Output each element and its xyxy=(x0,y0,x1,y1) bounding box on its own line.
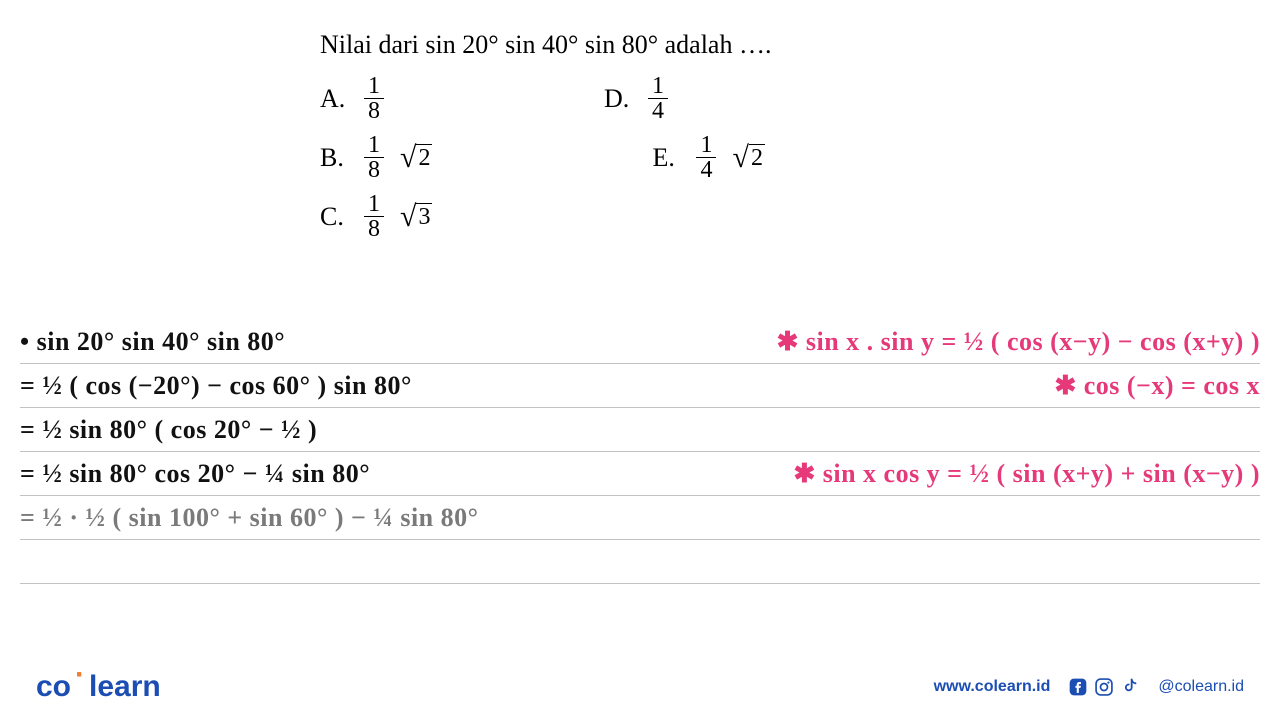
option-e-den: 4 xyxy=(696,158,716,182)
work-row: = ½ ( cos (−20°) − cos 60° ) sin 80° ✱ co… xyxy=(20,371,1260,401)
work-line: = ½ · ½ ( sin 100° + sin 60° ) − ¼ sin 8… xyxy=(20,496,1260,540)
work-left: = ½ ( cos (−20°) − cos 60° ) sin 80° xyxy=(20,371,412,401)
option-c-label: C. xyxy=(320,202,348,232)
work-row: = ½ sin 80° ( cos 20° − ½ ) xyxy=(20,415,1260,445)
work-line: = ½ ( cos (−20°) − cos 60° ) sin 80° ✱ co… xyxy=(20,364,1260,408)
tiktok-icon xyxy=(1120,677,1140,697)
problem-block: Nilai dari sin 20° sin 40° sin 80° adala… xyxy=(320,30,1040,241)
option-row-2: B. 1 8 √ 2 E. 1 4 xyxy=(320,133,1040,182)
option-c-den: 8 xyxy=(364,217,384,241)
work-area: • sin 20° sin 40° sin 80° ✱ sin x . sin y… xyxy=(20,320,1260,584)
option-d-num: 1 xyxy=(648,74,668,99)
option-a-den: 8 xyxy=(364,99,384,123)
work-row: = ½ · ½ ( sin 100° + sin 60° ) − ¼ sin 8… xyxy=(20,503,1260,533)
work-line: = ½ sin 80° cos 20° − ¼ sin 80° ✱ sin x c… xyxy=(20,452,1260,496)
work-line: = ½ sin 80° ( cos 20° − ½ ) xyxy=(20,408,1260,452)
work-left: = ½ sin 80° ( cos 20° − ½ ) xyxy=(20,415,317,445)
option-d-den: 4 xyxy=(648,99,668,123)
radical-icon: √ xyxy=(732,146,748,170)
option-b-num: 1 xyxy=(364,133,384,158)
option-row-3: C. 1 8 √ 3 xyxy=(320,192,1040,241)
problem-text: Nilai dari sin 20° sin 40° sin 80° adala… xyxy=(320,30,1040,60)
social-icons xyxy=(1068,677,1140,697)
option-c-sqrt: √ 3 xyxy=(400,203,432,231)
option-c-frac: 1 8 xyxy=(364,192,384,241)
option-d-frac: 1 4 xyxy=(648,74,668,123)
work-left: = ½ sin 80° cos 20° − ¼ sin 80° xyxy=(20,459,370,489)
option-row-1: A. 1 8 D. 1 4 xyxy=(320,74,1040,123)
option-e-radicand: 2 xyxy=(749,144,765,172)
option-e-frac: 1 4 xyxy=(696,133,716,182)
option-e-sqrt: √ 2 xyxy=(732,144,764,172)
footer-right: www.colearn.id @colearn.id xyxy=(934,677,1244,697)
option-e-label: E. xyxy=(652,143,680,173)
footer-url: www.colearn.id xyxy=(934,678,1051,696)
work-left: = ½ · ½ ( sin 100° + sin 60° ) − ¼ sin 8… xyxy=(20,503,479,533)
work-line: • sin 20° sin 40° sin 80° ✱ sin x . sin y… xyxy=(20,320,1260,364)
work-right: ✱ sin x . sin y = ½ ( cos (x−y) − cos (x… xyxy=(777,327,1260,357)
option-a: A. 1 8 xyxy=(320,74,384,123)
option-b: B. 1 8 √ 2 xyxy=(320,133,432,182)
option-c-radicand: 3 xyxy=(416,203,432,231)
option-a-num: 1 xyxy=(364,74,384,99)
work-row: = ½ sin 80° cos 20° − ¼ sin 80° ✱ sin x c… xyxy=(20,459,1260,489)
work-right: ✱ cos (−x) = cos x xyxy=(1054,371,1260,401)
facebook-icon xyxy=(1068,677,1088,697)
option-a-label: A. xyxy=(320,84,348,114)
option-b-frac: 1 8 xyxy=(364,133,384,182)
option-c-num: 1 xyxy=(364,192,384,217)
work-line xyxy=(20,540,1260,584)
logo: co · learn xyxy=(36,670,161,704)
option-e: E. 1 4 √ 2 xyxy=(652,133,764,182)
work-left: • sin 20° sin 40° sin 80° xyxy=(20,327,285,357)
logo-co: co xyxy=(36,670,71,704)
logo-learn: learn xyxy=(89,670,161,704)
option-c: C. 1 8 √ 3 xyxy=(320,192,432,241)
footer-handle: @colearn.id xyxy=(1158,678,1244,696)
option-b-radicand: 2 xyxy=(416,144,432,172)
option-b-label: B. xyxy=(320,143,348,173)
option-d: D. 1 4 xyxy=(604,74,668,123)
radical-icon: √ xyxy=(400,205,416,229)
options: A. 1 8 D. 1 4 B. xyxy=(320,74,1040,241)
work-right: ✱ sin x cos y = ½ ( sin (x+y) + sin (x−y… xyxy=(793,459,1260,489)
footer: co · learn www.colearn.id @colearn.id xyxy=(0,670,1280,704)
option-b-sqrt: √ 2 xyxy=(400,144,432,172)
option-e-num: 1 xyxy=(696,133,716,158)
option-b-den: 8 xyxy=(364,158,384,182)
instagram-icon xyxy=(1094,677,1114,697)
option-d-label: D. xyxy=(604,84,632,114)
work-row: • sin 20° sin 40° sin 80° ✱ sin x . sin y… xyxy=(20,327,1260,357)
option-a-frac: 1 8 xyxy=(364,74,384,123)
radical-icon: √ xyxy=(400,146,416,170)
